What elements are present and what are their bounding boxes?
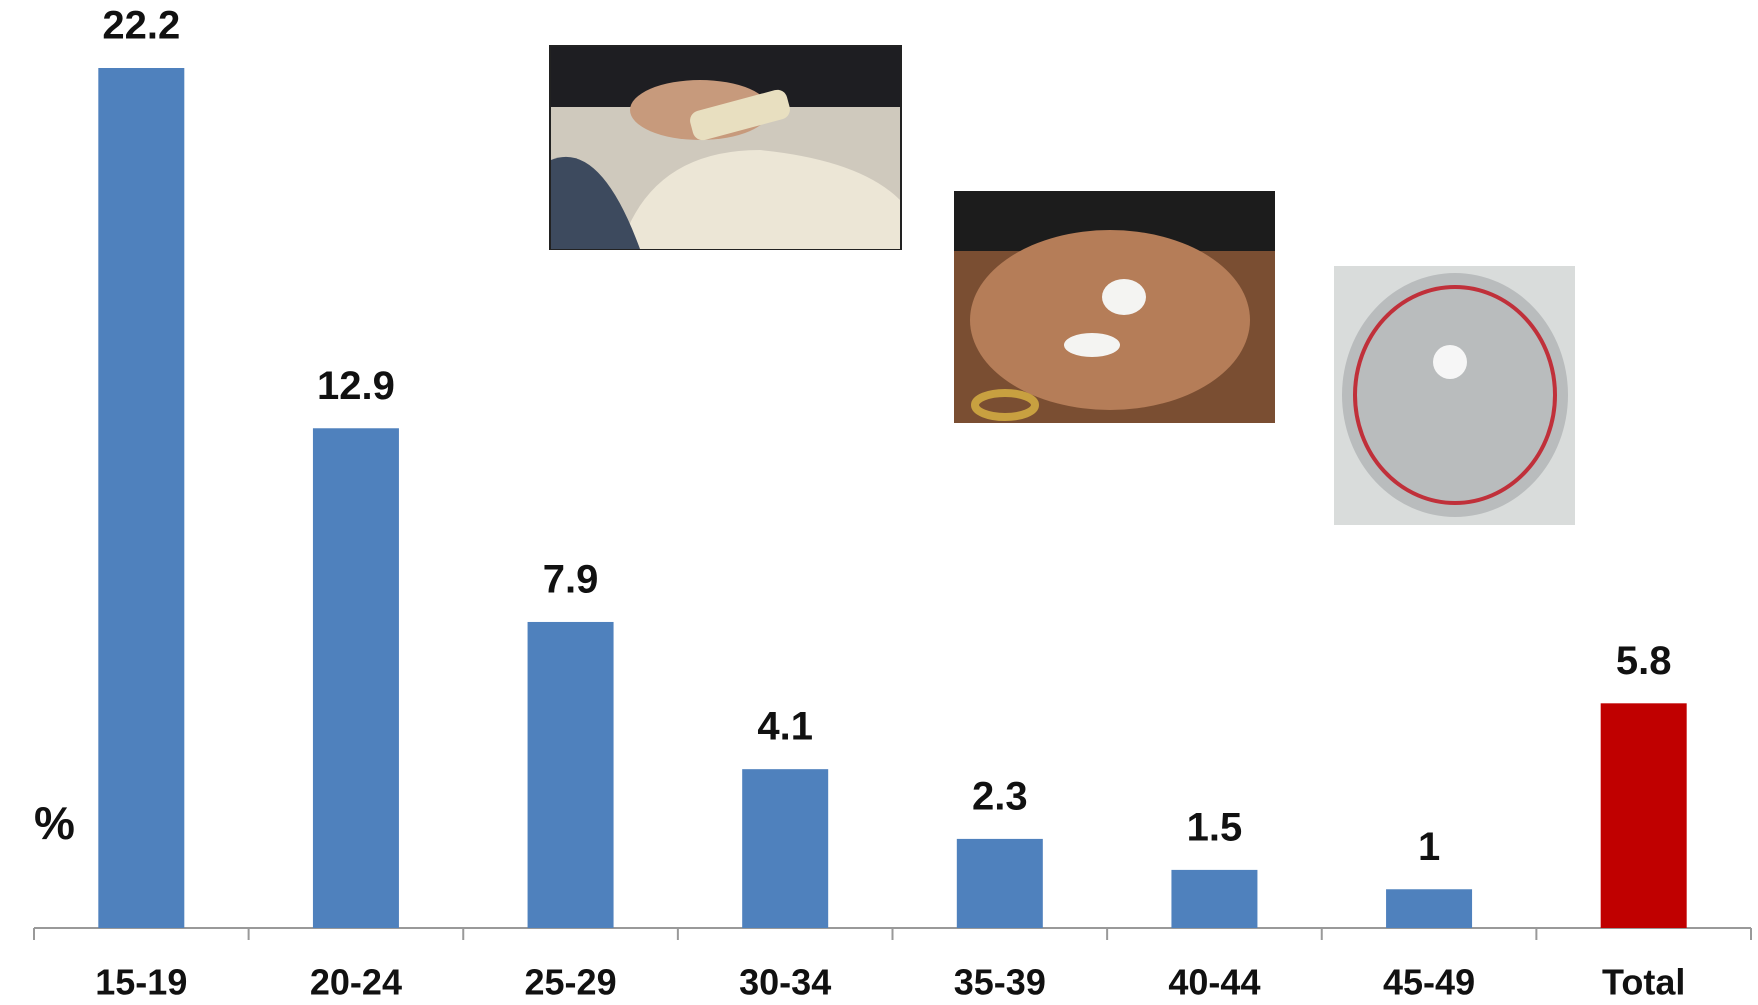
bar — [1171, 869, 1258, 928]
value-label: 2.3 — [972, 774, 1028, 818]
bar — [1600, 703, 1687, 928]
x-tick-label: 35-39 — [954, 962, 1046, 1003]
bar — [1386, 889, 1473, 928]
value-label: 12.9 — [317, 364, 395, 408]
bar — [527, 621, 614, 928]
bar — [742, 769, 829, 928]
value-label: 5.8 — [1616, 639, 1672, 683]
y-axis-label: % — [34, 797, 75, 849]
value-label: 22.2 — [102, 4, 180, 48]
photo-pill-blister — [1334, 266, 1575, 525]
bar — [312, 428, 399, 928]
x-tick-label: 30-34 — [739, 962, 831, 1003]
value-label: 1 — [1418, 825, 1440, 869]
x-tick-label: 20-24 — [310, 962, 402, 1003]
x-tick-label: 15-19 — [95, 962, 187, 1003]
value-label: 1.5 — [1187, 805, 1243, 849]
value-label: 4.1 — [757, 705, 813, 749]
bar — [98, 68, 185, 928]
x-tick-label: 25-29 — [525, 962, 617, 1003]
x-tick-label: 45-49 — [1383, 962, 1475, 1003]
x-tick-label: Total — [1602, 962, 1685, 1003]
x-tick-label: 40-44 — [1168, 962, 1260, 1003]
photo-hands-pack — [549, 45, 902, 250]
photo-palm-pills — [954, 191, 1275, 423]
value-label: 7.9 — [543, 558, 599, 602]
bar — [956, 838, 1043, 928]
